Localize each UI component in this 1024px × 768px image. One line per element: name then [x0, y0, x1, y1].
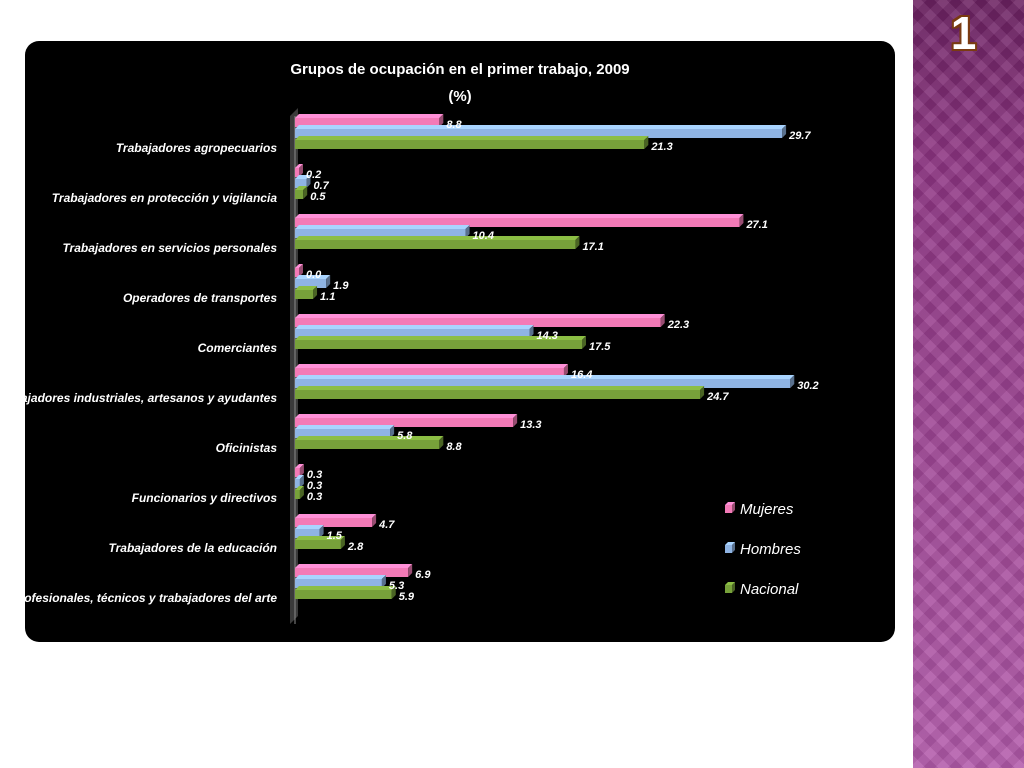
- value-label-nacional-comerciantes: 17.5: [589, 341, 611, 353]
- legend-item-nacional: Nacional: [725, 581, 799, 598]
- bar-hombres-trabajadores-agropecuarios: [295, 125, 787, 138]
- bar-hombres-trabajadores-en-protecci-n-y-vigilancia: [295, 175, 311, 188]
- value-label-mujeres-trabajadores-agropecuarios: 8.8: [446, 119, 462, 131]
- chart-subtitle: (%): [448, 88, 471, 105]
- legend-label-nacional: Nacional: [740, 581, 799, 598]
- category-label-trabajadores-en-servicios-personales: Trabajadores en servicios personales: [62, 241, 277, 255]
- bar-nacional-comerciantes: [295, 336, 586, 349]
- bar-chart: Grupos de ocupación en el primer trabajo…: [25, 61, 819, 624]
- bar-nacional-trabajadores-en-protecci-n-y-vigilancia: [295, 186, 308, 199]
- value-label-mujeres-funcionarios-y-directivos: 0.3: [307, 469, 322, 481]
- chart-panel: Grupos de ocupación en el primer trabajo…: [25, 41, 895, 642]
- bar-hombres-trabajadores-industriales-artesanos-y-ayudantes: [295, 375, 795, 388]
- category-label-operadores-de-transportes: Operadores de transportes: [123, 291, 277, 305]
- value-label-mujeres-trabajadores-en-protecci-n-y-vigilancia: 0.2: [306, 169, 321, 181]
- bar-mujeres-profesionales-t-cnicos-y-trabajadores-del-arte: [295, 564, 413, 577]
- value-label-hombres-trabajadores-en-servicios-personales: 10.4: [473, 230, 494, 242]
- bar-hombres-comerciantes: [295, 325, 534, 338]
- value-label-mujeres-trabajadores-de-la-educaci-n: 4.7: [378, 519, 395, 531]
- legend-label-hombres: Hombres: [740, 541, 801, 558]
- value-label-hombres-oficinistas: 5.8: [397, 430, 413, 442]
- value-label-hombres-operadores-de-transportes: 1.9: [333, 280, 349, 292]
- bar-nacional-funcionarios-y-directivos: [295, 486, 304, 499]
- bar-nacional-trabajadores-industriales-artesanos-y-ayudantes: [295, 386, 705, 399]
- bar-mujeres-oficinistas: [295, 414, 518, 427]
- value-label-mujeres-operadores-de-transportes: 0.0: [306, 269, 322, 281]
- bar-hombres-trabajadores-en-servicios-personales: [295, 225, 470, 238]
- bar-mujeres-trabajadores-agropecuarios: [295, 114, 444, 127]
- bar-nacional-trabajadores-en-servicios-personales: [295, 236, 580, 249]
- bar-mujeres-trabajadores-en-protecci-n-y-vigilancia: [295, 164, 303, 177]
- value-label-mujeres-profesionales-t-cnicos-y-trabajadores-del-arte: 6.9: [415, 569, 431, 581]
- category-label-funcionarios-y-directivos: Funcionarios y directivos: [132, 491, 278, 505]
- value-label-hombres-trabajadores-agropecuarios: 29.7: [788, 130, 811, 142]
- bar-mujeres-trabajadores-en-servicios-personales: [295, 214, 744, 227]
- category-label-profesionales-t-cnicos-y-trabajadores-del-arte: Profesionales, técnicos y trabajadores d…: [25, 591, 277, 605]
- value-label-nacional-trabajadores-en-protecci-n-y-vigilancia: 0.5: [310, 191, 326, 203]
- bars: [295, 114, 795, 599]
- category-label-trabajadores-industriales-artesanos-y-ayudantes: Trabajadores industriales, artesanos y a…: [25, 391, 277, 405]
- category-label-oficinistas: Oficinistas: [216, 441, 278, 455]
- legend: Mujeres Hombres Nacional: [725, 501, 801, 598]
- bar-hombres-profesionales-t-cnicos-y-trabajadores-del-arte: [295, 575, 386, 588]
- bar-mujeres-comerciantes: [295, 314, 665, 327]
- value-label-mujeres-trabajadores-industriales-artesanos-y-ayudantes: 16.4: [571, 369, 592, 381]
- legend-label-mujeres: Mujeres: [740, 501, 794, 518]
- category-label-comerciantes: Comerciantes: [198, 341, 278, 355]
- bar-mujeres-funcionarios-y-directivos: [295, 464, 304, 477]
- category-label-trabajadores-de-la-educaci-n: Trabajadores de la educación: [108, 541, 277, 555]
- bar-mujeres-trabajadores-industriales-artesanos-y-ayudantes: [295, 364, 568, 377]
- value-label-nacional-oficinistas: 8.8: [446, 441, 462, 453]
- value-label-nacional-operadores-de-transportes: 1.1: [320, 291, 335, 303]
- bar-nacional-oficinistas: [295, 436, 444, 449]
- value-label-nacional-profesionales-t-cnicos-y-trabajadores-del-arte: 5.9: [399, 591, 415, 603]
- bar-nacional-operadores-de-transportes: [295, 286, 318, 299]
- legend-item-mujeres: Mujeres: [725, 501, 794, 518]
- bar-nacional-profesionales-t-cnicos-y-trabajadores-del-arte: [295, 586, 396, 599]
- bar-nacional-trabajadores-agropecuarios: [295, 136, 649, 149]
- category-labels: Trabajadores agropecuarios Trabajadores e…: [25, 141, 277, 605]
- bar-nacional-trabajadores-de-la-educaci-n: [295, 536, 345, 549]
- value-label-mujeres-comerciantes: 22.3: [667, 319, 689, 331]
- value-label-nacional-trabajadores-agropecuarios: 21.3: [650, 141, 672, 153]
- value-label-hombres-trabajadores-en-protecci-n-y-vigilancia: 0.7: [313, 180, 329, 192]
- value-label-nacional-trabajadores-industriales-artesanos-y-ayudantes: 24.7: [706, 391, 729, 403]
- value-label-hombres-comerciantes: 14.3: [537, 330, 558, 342]
- value-labels: 8.829.721.30.20.70.527.110.417.10.01.91.…: [306, 119, 819, 603]
- value-label-mujeres-trabajadores-en-servicios-personales: 27.1: [745, 219, 767, 231]
- legend-item-hombres: Hombres: [725, 541, 801, 558]
- value-label-hombres-profesionales-t-cnicos-y-trabajadores-del-arte: 5.3: [389, 580, 404, 592]
- bar-hombres-oficinistas: [295, 425, 395, 438]
- value-label-hombres-trabajadores-industriales-artesanos-y-ayudantes: 30.2: [797, 380, 818, 392]
- decorative-sidebar: [913, 0, 1024, 768]
- bar-hombres-operadores-de-transportes: [295, 275, 331, 288]
- bar-hombres-funcionarios-y-directivos: [295, 475, 304, 488]
- value-label-nacional-funcionarios-y-directivos: 0.3: [307, 491, 322, 503]
- chart-title: Grupos de ocupación en el primer trabajo…: [290, 61, 629, 78]
- category-label-trabajadores-en-protecci-n-y-vigilancia: Trabajadores en protección y vigilancia: [52, 191, 278, 205]
- value-label-hombres-funcionarios-y-directivos: 0.3: [307, 480, 322, 492]
- value-label-nacional-trabajadores-en-servicios-personales: 17.1: [582, 241, 603, 253]
- bar-hombres-trabajadores-de-la-educaci-n: [295, 525, 324, 538]
- bar-mujeres-trabajadores-de-la-educaci-n: [295, 514, 377, 527]
- bar-mujeres-operadores-de-transportes: [295, 264, 303, 277]
- category-label-trabajadores-agropecuarios: Trabajadores agropecuarios: [116, 141, 278, 155]
- value-label-mujeres-oficinistas: 13.3: [520, 419, 541, 431]
- value-label-hombres-trabajadores-de-la-educaci-n: 1.5: [327, 530, 343, 542]
- slide-number: 1: [950, 7, 977, 59]
- value-label-nacional-trabajadores-de-la-educaci-n: 2.8: [347, 541, 364, 553]
